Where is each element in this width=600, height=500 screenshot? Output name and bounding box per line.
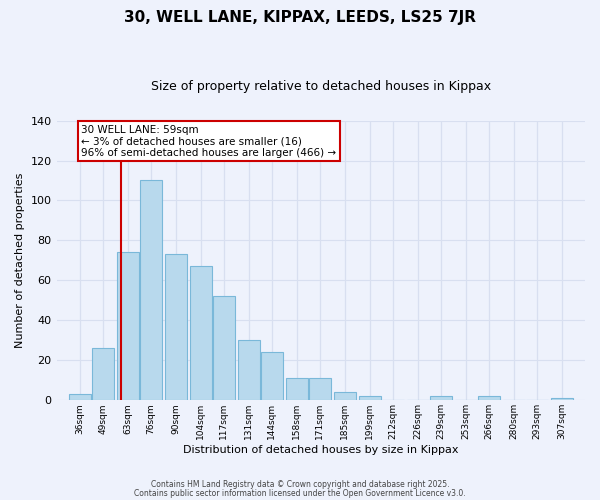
Text: 30 WELL LANE: 59sqm
← 3% of detached houses are smaller (16)
96% of semi-detache: 30 WELL LANE: 59sqm ← 3% of detached hou…	[82, 124, 337, 158]
Y-axis label: Number of detached properties: Number of detached properties	[15, 172, 25, 348]
Text: Contains public sector information licensed under the Open Government Licence v3: Contains public sector information licen…	[134, 489, 466, 498]
Bar	[116, 252, 139, 400]
Bar	[164, 254, 187, 400]
Bar	[430, 396, 452, 400]
Text: Contains HM Land Registry data © Crown copyright and database right 2025.: Contains HM Land Registry data © Crown c…	[151, 480, 449, 489]
Bar	[238, 340, 260, 400]
Title: Size of property relative to detached houses in Kippax: Size of property relative to detached ho…	[151, 80, 491, 93]
Bar	[478, 396, 500, 400]
X-axis label: Distribution of detached houses by size in Kippax: Distribution of detached houses by size …	[183, 445, 458, 455]
Bar	[359, 396, 381, 400]
Bar	[551, 398, 573, 400]
Bar	[286, 378, 308, 400]
Bar	[334, 392, 356, 400]
Bar	[190, 266, 212, 400]
Bar	[212, 296, 235, 401]
Text: 30, WELL LANE, KIPPAX, LEEDS, LS25 7JR: 30, WELL LANE, KIPPAX, LEEDS, LS25 7JR	[124, 10, 476, 25]
Bar	[68, 394, 91, 400]
Bar	[261, 352, 283, 401]
Bar	[92, 348, 114, 401]
Bar	[140, 180, 162, 400]
Bar	[309, 378, 331, 400]
